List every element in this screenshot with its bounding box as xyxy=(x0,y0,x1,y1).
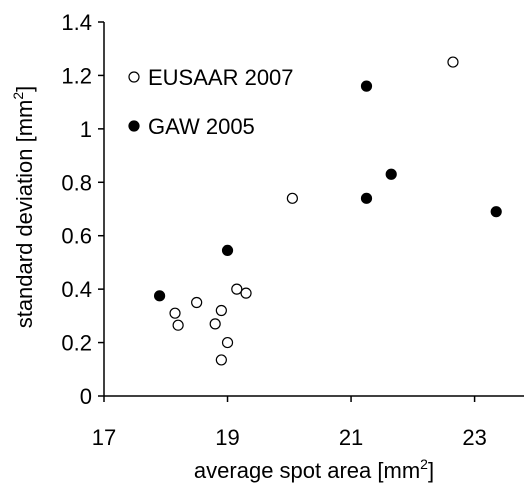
data-point-eusaar-2007 xyxy=(215,354,227,366)
y-tick-label: 0.6 xyxy=(61,224,92,249)
x-tick-label: 17 xyxy=(92,425,116,450)
legend-marker-gaw-2005 xyxy=(128,120,140,132)
x-tick-label: 23 xyxy=(462,425,486,450)
y-tick-label: 0.4 xyxy=(61,277,92,302)
data-point-eusaar-2007 xyxy=(447,56,459,68)
data-point-gaw-2005 xyxy=(153,290,166,302)
x-tick-label: 19 xyxy=(215,425,239,450)
data-point-eusaar-2007 xyxy=(172,319,184,331)
y-axis-label-sup: 2 xyxy=(10,92,26,100)
y-axis-label: standard deviation [mm2] xyxy=(10,86,37,329)
legend: EUSAAR 2007 GAW 2005 xyxy=(128,65,294,139)
data-point-gaw-2005 xyxy=(221,244,234,257)
data-point-eusaar-2007 xyxy=(215,304,227,317)
y-ticks: 0 0.2 0.4 0.6 0.8 1 1.2 1.4 xyxy=(61,10,104,409)
y-tick-label: 0.2 xyxy=(61,331,92,356)
data-point-eusaar-2007 xyxy=(240,287,252,299)
data-point-gaw-2005 xyxy=(360,192,373,204)
data-point-eusaar-2007 xyxy=(286,192,298,204)
legend-label-eusaar-2007: EUSAAR 2007 xyxy=(148,65,294,90)
legend-label-gaw-2005: GAW 2005 xyxy=(148,114,255,139)
data-point-gaw-2005 xyxy=(360,80,373,92)
data-point-eusaar-2007 xyxy=(191,296,203,309)
x-axis-label-sup: 2 xyxy=(420,456,428,472)
x-axis-label-tail: ] xyxy=(428,458,434,483)
x-tick-label: 21 xyxy=(339,425,363,450)
y-tick-label: 1.4 xyxy=(61,10,92,35)
y-tick-label: 1.2 xyxy=(61,63,92,88)
data-point-eusaar-2007 xyxy=(221,336,234,349)
data-point-eusaar-2007 xyxy=(231,283,243,295)
data-point-eusaar-2007 xyxy=(169,307,181,319)
x-axis-label: average spot area [mm2] xyxy=(194,456,434,483)
y-tick-label: 0.8 xyxy=(61,170,92,195)
y-axis-label-tail: ] xyxy=(12,86,37,92)
y-tick-label: 0 xyxy=(80,384,92,409)
y-tick-label: 1 xyxy=(80,117,92,142)
data-point-gaw-2005 xyxy=(490,206,502,218)
y-axis-label-main: standard deviation [mm xyxy=(12,100,37,329)
x-axis-label-main: average spot area [mm xyxy=(194,458,420,483)
data-points xyxy=(153,56,502,366)
legend-marker-eusaar-2007 xyxy=(128,71,140,83)
x-ticks: 17 19 21 23 xyxy=(92,396,487,450)
data-point-gaw-2005 xyxy=(385,168,397,180)
axes xyxy=(103,22,524,397)
data-point-eusaar-2007 xyxy=(209,318,221,330)
